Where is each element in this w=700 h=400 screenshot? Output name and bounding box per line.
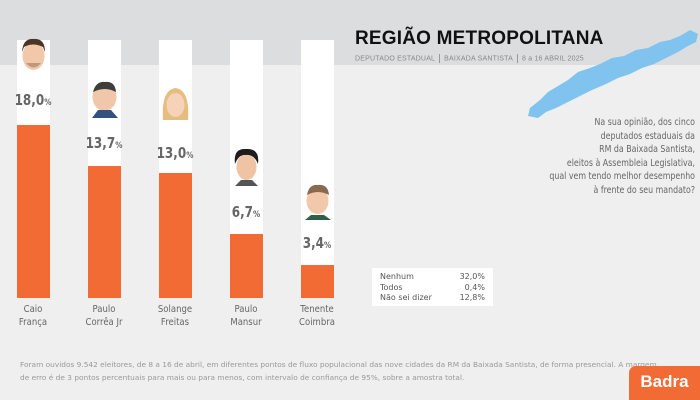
bar [301, 265, 334, 298]
divider [439, 54, 441, 63]
candidate-name: Tenente Coimbra [299, 304, 335, 328]
question-line: eleitos à Assembleia Legislativa, [566, 157, 695, 169]
question-line: RM da Baixada Santista, [599, 144, 695, 155]
bar [230, 234, 263, 298]
candidate-name: Paulo Mansur [230, 304, 262, 328]
bar-column-caio-franca [17, 40, 50, 298]
bar-column-solange-freitas [159, 40, 192, 298]
survey-question: Na sua opinião, dos cinco deputados esta… [539, 116, 695, 197]
caricature-icon [234, 148, 259, 186]
candidate-name: Paulo Corrêa Jr [85, 304, 123, 328]
other-responses-box: Nenhum 32,0% Todos 0,4% Não sei dizer 12,8% [372, 268, 493, 306]
divider [516, 54, 518, 63]
caricature-icon [22, 38, 45, 70]
page-title: REGIÃO METROPOLITANA [355, 28, 604, 49]
question-line: Na sua opinião, dos cinco [594, 117, 695, 128]
value-label: 13,7% [85, 134, 123, 152]
subtitle-role: DEPUTADO ESTADUAL [355, 55, 436, 63]
brand-logo: Badra [629, 366, 700, 400]
bar-column-paulo-correa-jr [88, 40, 121, 298]
caricature-icon [305, 184, 331, 220]
value-label: 3,4% [302, 234, 332, 252]
other-response-row: Nenhum 32,0% [380, 272, 485, 281]
candidate-name: Solange Freitas [157, 304, 193, 328]
methodology-footnote: Foram ouvidos 9.542 eleitores, de 8 a 16… [20, 360, 657, 382]
other-response-row: Todos 0,4% [380, 282, 485, 292]
value-label: 18,0% [14, 91, 52, 109]
question-line: qual vem tendo melhor desempenho [549, 171, 695, 182]
question-line: à frente do seu mandato? [593, 184, 695, 196]
subtitle: DEPUTADO ESTADUAL BAIXADA SANTISTA 8 a 16 … [355, 54, 584, 63]
bar [17, 125, 50, 298]
candidate-name: Caio França [18, 304, 48, 328]
other-response-row: Não sei dizer 12,8% [380, 293, 485, 302]
value-label: 13,0% [156, 144, 194, 162]
subtitle-region: BAIXADA SANTISTA [444, 55, 513, 63]
caricature-icon [162, 88, 189, 120]
bar-column-tenente-coimbra [301, 40, 334, 298]
subtitle-date: 8 a 16 ABRIL 2025 [521, 55, 584, 63]
caricature-icon [92, 81, 118, 118]
bar [159, 173, 192, 298]
value-label: 6,7% [231, 203, 261, 221]
bar [88, 166, 121, 298]
map-icon [528, 30, 698, 118]
question-line: deputados estaduais da [600, 130, 695, 142]
